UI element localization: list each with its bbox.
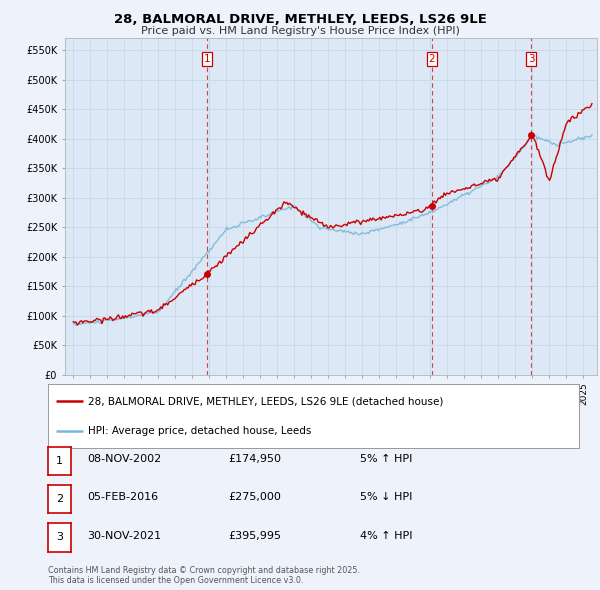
Text: 28, BALMORAL DRIVE, METHLEY, LEEDS, LS26 9LE (detached house): 28, BALMORAL DRIVE, METHLEY, LEEDS, LS26… [88, 396, 443, 406]
Text: 30-NOV-2021: 30-NOV-2021 [87, 531, 161, 540]
Text: Price paid vs. HM Land Registry's House Price Index (HPI): Price paid vs. HM Land Registry's House … [140, 26, 460, 36]
Text: 08-NOV-2002: 08-NOV-2002 [87, 454, 161, 464]
Text: 1: 1 [203, 54, 210, 64]
Text: Contains HM Land Registry data © Crown copyright and database right 2025.
This d: Contains HM Land Registry data © Crown c… [48, 566, 360, 585]
Text: 28, BALMORAL DRIVE, METHLEY, LEEDS, LS26 9LE: 28, BALMORAL DRIVE, METHLEY, LEEDS, LS26… [113, 13, 487, 26]
Text: 1: 1 [56, 456, 63, 466]
Text: £174,950: £174,950 [228, 454, 281, 464]
Text: 05-FEB-2016: 05-FEB-2016 [87, 493, 158, 502]
Text: £395,995: £395,995 [228, 531, 281, 540]
Text: 2: 2 [56, 494, 63, 504]
Text: 4% ↑ HPI: 4% ↑ HPI [360, 531, 413, 540]
Text: 3: 3 [528, 54, 535, 64]
Text: HPI: Average price, detached house, Leeds: HPI: Average price, detached house, Leed… [88, 426, 311, 436]
Text: 5% ↑ HPI: 5% ↑ HPI [360, 454, 412, 464]
Text: 3: 3 [56, 533, 63, 542]
Text: 5% ↓ HPI: 5% ↓ HPI [360, 493, 412, 502]
Text: 2: 2 [428, 54, 435, 64]
Text: £275,000: £275,000 [228, 493, 281, 502]
